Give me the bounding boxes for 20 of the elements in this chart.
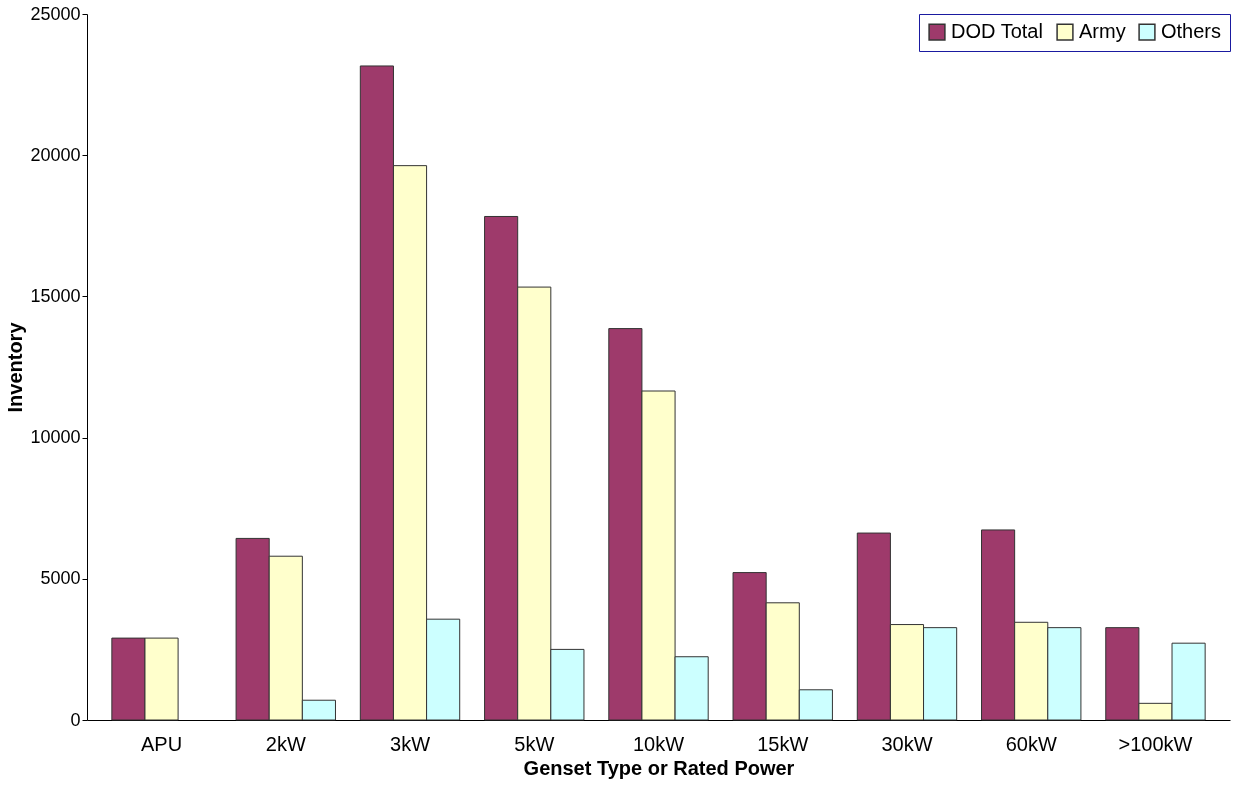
y-tick-label: 25000 — [30, 3, 81, 24]
legend-label: Army — [1079, 20, 1126, 43]
x-tick-label: 60kW — [1005, 732, 1057, 755]
x-tick-label: 2kW — [265, 732, 306, 755]
x-tick-label: >100kW — [1118, 732, 1193, 755]
x-tick-label: 3kW — [390, 732, 431, 755]
x-tick-label: 5kW — [514, 732, 555, 755]
x-tick-label: 10kW — [632, 732, 685, 755]
y-axis-title: Inventory — [4, 321, 27, 413]
x-axis-title: Genset Type or Rated Power — [523, 756, 795, 779]
x-tick-label: 30kW — [881, 732, 933, 755]
y-tick-label: 15000 — [30, 285, 81, 306]
x-tick-label: 15kW — [757, 732, 809, 755]
y-tick-label: 0 — [70, 709, 81, 730]
y-tick-label: 10000 — [30, 427, 81, 448]
legend-label: DOD Total — [951, 20, 1043, 43]
y-tick-label: 20000 — [30, 144, 81, 165]
y-tick-label: 5000 — [40, 568, 81, 589]
x-tick-label: APU — [140, 732, 183, 755]
legend-label: Others — [1161, 20, 1222, 43]
